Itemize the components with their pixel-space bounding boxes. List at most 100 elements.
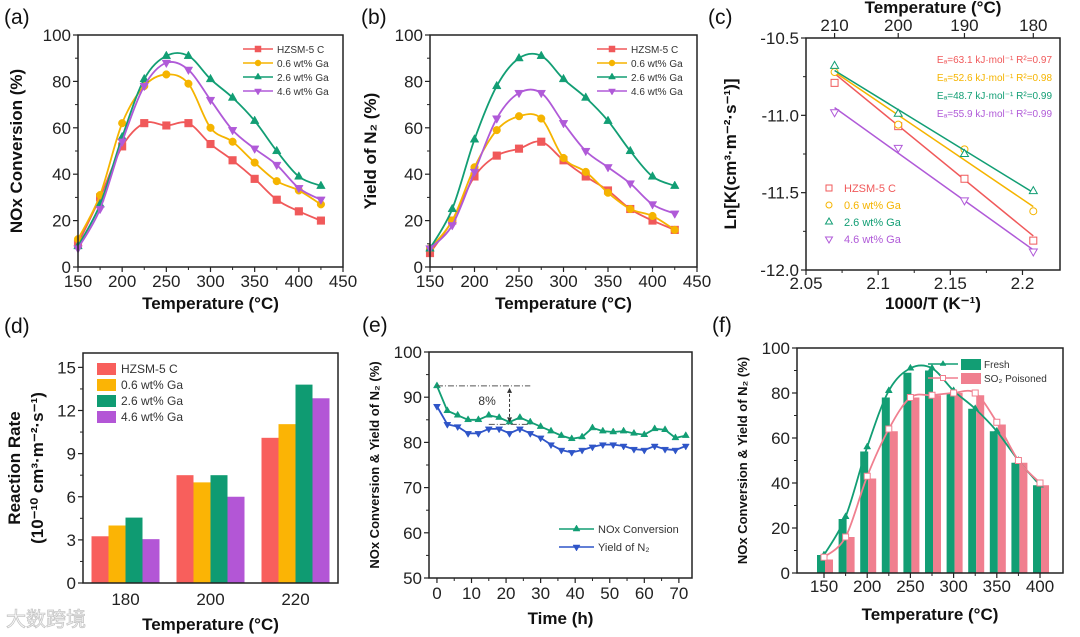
- data-point: [547, 426, 555, 434]
- y-axis-label: NOx Conversion & Yield of N₂ (%): [367, 361, 382, 568]
- data-point: [514, 52, 524, 62]
- data-point: [619, 426, 628, 434]
- bar: [946, 393, 955, 573]
- y-tick-label: -11.0: [762, 106, 800, 125]
- data-point: [492, 151, 501, 160]
- data-point: [474, 415, 483, 423]
- x-tick-label: 350: [240, 272, 268, 291]
- data-point: [139, 73, 149, 83]
- y-axis-label: Ln[K(cm³·m⁻²·s⁻¹)]: [721, 78, 740, 229]
- data-point: [294, 185, 304, 194]
- data-point: [514, 89, 524, 99]
- legend-label: SO₂ Poisoned: [984, 374, 1047, 385]
- data-point: [447, 222, 457, 231]
- data-point: [272, 145, 282, 155]
- x-tick-label: 400: [638, 272, 666, 291]
- data-point: [578, 447, 587, 455]
- data-point: [514, 144, 524, 153]
- data-point: [536, 435, 545, 443]
- data-point: [162, 70, 171, 79]
- plot-frame: [428, 351, 693, 579]
- data-point: [893, 144, 904, 154]
- data-point: [183, 50, 194, 59]
- data-point: [495, 413, 504, 420]
- data-point: [650, 424, 659, 432]
- bar: [868, 478, 877, 573]
- data-point: [249, 145, 260, 154]
- data-point: [183, 66, 194, 76]
- data-point: [515, 413, 524, 420]
- y-axis-label: Reaction Rate: [5, 411, 24, 524]
- data-point: [228, 156, 237, 165]
- data-point: [1029, 207, 1038, 216]
- data-point: [681, 443, 690, 451]
- data-point: [228, 137, 237, 146]
- legend-label: HZSM-5 C: [844, 183, 896, 195]
- data-point: [205, 96, 216, 106]
- data-point: [206, 139, 215, 149]
- data-point: [825, 184, 833, 192]
- data-point: [609, 442, 618, 450]
- data-point: [598, 426, 607, 434]
- data-point: [830, 78, 839, 87]
- annotation-label: 8%: [478, 394, 496, 408]
- data-point: [95, 205, 105, 215]
- y-tick-label: 80: [403, 433, 422, 452]
- plot-frame: [82, 352, 339, 584]
- bar: [108, 525, 126, 583]
- data-point: [829, 109, 840, 118]
- data-point: [558, 73, 569, 83]
- x-axis-label: 1000/T (K⁻¹): [885, 294, 981, 313]
- data-point: [117, 138, 127, 148]
- y-axis-label: NOx Conversion (%): [7, 69, 26, 233]
- x-tick-label: 250: [896, 577, 924, 596]
- panel-label: (e): [362, 314, 388, 337]
- data-point: [536, 50, 546, 59]
- x-tick-label: 350: [983, 577, 1011, 596]
- y-tick-label: 40: [404, 165, 423, 184]
- y-tick-label: -10.5: [760, 29, 799, 48]
- data-point: [558, 120, 569, 129]
- bar: [911, 397, 920, 573]
- data-point: [825, 201, 833, 209]
- fit-line: [834, 72, 1034, 237]
- series-line: [429, 88, 676, 250]
- data-point: [474, 431, 483, 438]
- data-point: [1036, 479, 1044, 487]
- data-point: [885, 425, 893, 433]
- data-point: [254, 88, 262, 96]
- y-tick-label: 100: [394, 343, 422, 362]
- data-point: [567, 434, 576, 442]
- data-point: [609, 427, 618, 435]
- bar: [210, 475, 228, 583]
- legend-swatch: [961, 373, 981, 384]
- data-point: [272, 177, 281, 186]
- data-point: [294, 207, 303, 216]
- y-axis-label: NOx Conversion & Yield of N₂ (%): [735, 357, 750, 564]
- data-point: [537, 114, 546, 123]
- data-point: [960, 174, 969, 183]
- series-line: [436, 405, 687, 454]
- bar: [227, 496, 245, 583]
- series-line: [436, 385, 686, 440]
- data-point: [433, 403, 441, 411]
- panel-label: (a): [4, 6, 30, 29]
- data-point: [495, 426, 504, 434]
- y-tick-label: 0: [67, 574, 76, 593]
- y-tick-label: 50: [403, 569, 422, 588]
- data-point: [205, 73, 216, 83]
- x-tick-label: 250: [505, 272, 533, 291]
- data-point: [670, 225, 679, 234]
- legend-label: 2.6 wt% Ga: [277, 73, 329, 84]
- legend-label: HZSM-5 C: [631, 45, 678, 56]
- data-point: [647, 171, 658, 180]
- panel-label: (d): [4, 315, 30, 338]
- fit-line: [834, 69, 1034, 194]
- bar: [295, 384, 313, 583]
- data-point: [971, 389, 979, 397]
- data-point: [140, 119, 149, 128]
- x-tick-label: 200: [460, 272, 488, 291]
- data-point: [928, 363, 936, 371]
- x-tick-label: 150: [64, 272, 92, 291]
- x-tick-label: 350: [594, 272, 622, 291]
